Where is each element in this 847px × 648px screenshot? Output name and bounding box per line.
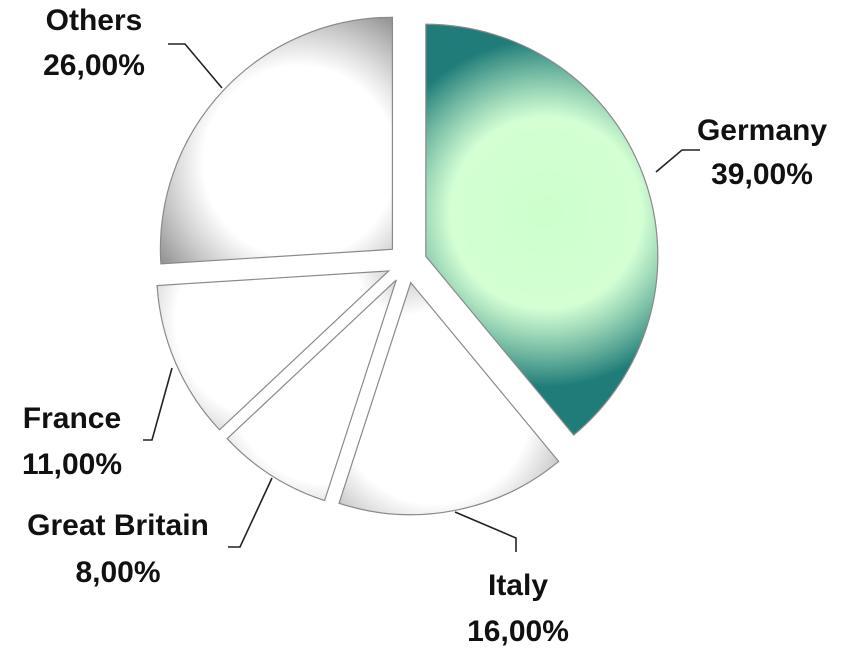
pie-slice-others — [159, 16, 394, 265]
leader-line-france — [143, 367, 173, 441]
leader-line-germany — [655, 149, 700, 173]
leader-line-italy — [454, 511, 517, 552]
leader-lines — [143, 43, 700, 552]
slice-value-germany: 39,00% — [711, 158, 813, 191]
slice-label-others: Others — [46, 4, 143, 37]
slice-label-italy: Italy — [488, 569, 548, 602]
slice-labels: Germany 39,00% Italy 16,00% Great Britain 8,0… — [22, 4, 827, 648]
pie-slices — [156, 16, 659, 516]
leader-line-great-britain — [228, 477, 273, 548]
slice-label-france: France — [23, 402, 121, 435]
pie-slice-italy — [338, 281, 560, 516]
slice-label-germany: Germany — [697, 114, 827, 147]
leader-line-others — [168, 43, 223, 89]
slice-value-france: 11,00% — [22, 448, 122, 481]
pie-slice-germany — [425, 23, 659, 436]
slice-value-great-britain: 8,00% — [75, 556, 160, 589]
pie-slice-great-britain — [226, 279, 397, 502]
slice-value-others: 26,00% — [43, 49, 145, 82]
slice-label-great-britain: Great Britain — [27, 509, 209, 542]
slice-value-italy: 16,00% — [467, 615, 569, 648]
pie-slice-france — [156, 270, 391, 431]
